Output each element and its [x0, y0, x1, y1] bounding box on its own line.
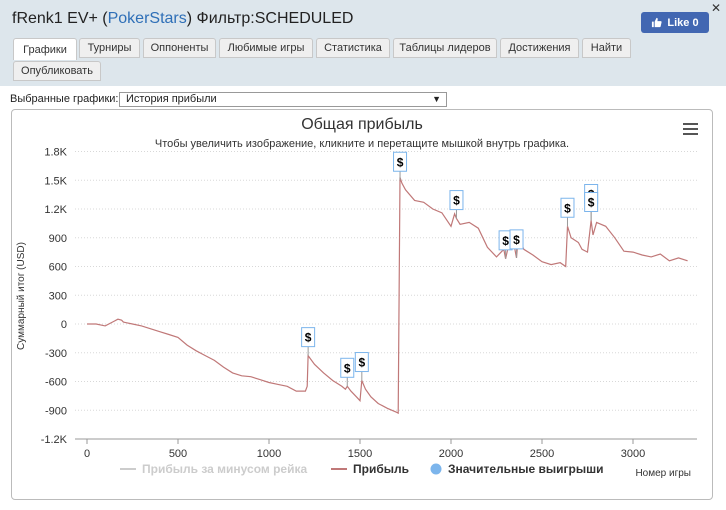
tab-leaderboards[interactable]: Таблицы лидеров [393, 38, 497, 58]
dropdown-arrow-icon: ▼ [432, 94, 441, 104]
chart-container[interactable] [11, 109, 713, 500]
tab-label: Достижения [508, 42, 571, 54]
x-tick-label: 1000 [257, 448, 281, 460]
tab-tournaments[interactable]: Турниры [79, 38, 140, 58]
big-win-label: $ [513, 233, 520, 247]
legend-line-icon [120, 468, 136, 470]
y-tick-label: -600 [45, 377, 67, 389]
y-tick-label: 1.5K [44, 175, 67, 187]
big-win-label: $ [564, 201, 571, 215]
chart-selector-value: История прибыли [126, 93, 217, 105]
legend-label: Значительные выигрыши [448, 462, 604, 476]
y-tick-label: 1.8K [44, 147, 67, 159]
big-win-marker [584, 192, 599, 212]
big-win-label: $ [453, 194, 460, 208]
legend-label: Прибыль [353, 462, 409, 476]
paren-open: ( [102, 10, 108, 27]
x-tick-label: 0 [84, 448, 90, 460]
tab-label: Статистика [324, 42, 382, 54]
profit-series-line [87, 177, 688, 415]
x-tick-label: 1500 [348, 448, 372, 460]
chart-selector-dropdown[interactable]: История прибыли ▼ [119, 92, 447, 107]
y-axis-title: Суммарный итог (USD) [16, 242, 27, 350]
close-icon[interactable]: ✕ [710, 1, 721, 15]
y-tick-label: 0 [61, 319, 67, 331]
y-tick-label: 600 [49, 262, 67, 274]
tab-achievements[interactable]: Достижения [500, 38, 579, 58]
tab-favorite-games[interactable]: Любимые игры [219, 38, 313, 58]
tab-search[interactable]: Найти [582, 38, 631, 58]
legend-item-profit[interactable]: Прибыль [331, 462, 409, 476]
x-tick-label: 2500 [530, 448, 554, 460]
x-tick-label: 3000 [621, 448, 645, 460]
legend-item-rake[interactable]: Прибыль за минусом рейка [120, 462, 307, 476]
tab-publish[interactable]: Опубликовать [13, 61, 101, 81]
like-label: Like 0 [667, 16, 699, 29]
chart-menu-icon[interactable] [683, 123, 698, 135]
tab-opponents[interactable]: Оппоненты [143, 38, 216, 58]
big-win-label: $ [358, 356, 365, 370]
tab-label: Графики [23, 43, 67, 56]
legend-dot-icon [430, 463, 442, 475]
legend-label: Прибыль за минусом рейка [142, 462, 308, 476]
legend-item-big-wins[interactable]: Значительные выигрыши [430, 462, 604, 476]
tab-label: Любимые игры [227, 42, 305, 54]
big-win-marker [301, 327, 316, 348]
tab-statistics[interactable]: Статистика [316, 38, 390, 58]
chart-selector-label: Выбранные графики: [10, 93, 119, 105]
tab-label: Найти [590, 42, 623, 54]
page-title: fRenk1 EV+ (PokerStars) Фильтр:SCHEDULED [12, 10, 353, 28]
big-win-marker [393, 151, 408, 172]
filter-label: Фильтр: [196, 10, 255, 27]
legend-line-icon [331, 468, 347, 470]
paren-close: ) [186, 10, 193, 27]
app-header: fRenk1 EV+ (PokerStars) Фильтр:SCHEDULED… [0, 0, 726, 86]
x-tick-label: 2000 [439, 448, 463, 460]
big-win-label: $ [344, 361, 351, 375]
big-win-label: $ [502, 234, 509, 248]
y-tick-label: -1.2K [41, 434, 68, 446]
site-name[interactable]: PokerStars [107, 10, 187, 27]
tab-label: Оппоненты [150, 42, 209, 54]
tab-label: Турниры [87, 42, 132, 54]
x-tick-label: 500 [169, 448, 187, 460]
y-tick-label: 900 [49, 233, 67, 245]
big-win-label: $ [397, 155, 404, 169]
x-axis-title: Номер игры [635, 468, 691, 479]
chart-subtitle: Чтобы увеличить изображение, кликните и … [154, 138, 570, 150]
big-win-marker [560, 197, 575, 218]
chart-title: Общая прибыль [301, 116, 423, 133]
player-name: fRenk1 EV+ [12, 10, 98, 27]
big-win-marker [340, 357, 355, 378]
thumbs-up-icon [652, 17, 662, 28]
tab-label: Опубликовать [21, 65, 93, 77]
big-win-marker [509, 229, 524, 250]
big-win-marker [354, 352, 369, 373]
tab-label: Таблицы лидеров [399, 42, 491, 54]
y-tick-label: -900 [45, 405, 67, 417]
facebook-like-button[interactable]: Like 0 [641, 12, 709, 33]
big-win-label: $ [588, 196, 595, 210]
big-win-label: $ [305, 331, 312, 345]
big-win-marker [449, 190, 464, 211]
filter-value: SCHEDULED [254, 10, 354, 27]
y-tick-label: -300 [45, 348, 67, 360]
tab-charts[interactable]: Графики [13, 38, 77, 60]
y-tick-label: 1.2K [44, 204, 67, 216]
y-tick-label: 300 [49, 290, 67, 302]
